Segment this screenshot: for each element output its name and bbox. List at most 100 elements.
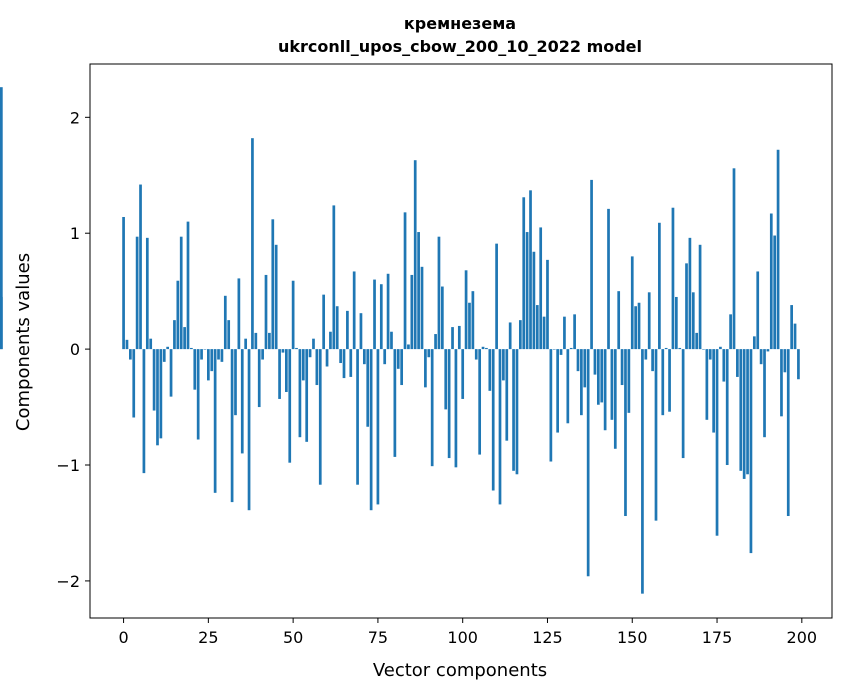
bar xyxy=(742,349,746,479)
bar xyxy=(230,349,234,503)
bar xyxy=(590,179,593,350)
bar xyxy=(413,160,417,350)
bar xyxy=(145,237,149,350)
bar xyxy=(376,349,380,505)
x-tick-label: 125 xyxy=(532,628,563,647)
bar xyxy=(658,222,661,350)
bar xyxy=(227,320,231,350)
bar xyxy=(349,349,353,377)
bar xyxy=(485,347,488,350)
bar xyxy=(569,347,573,350)
bar xyxy=(769,213,773,350)
chart-subtitle: ukrconll_upos_cbow_200_10_2022 model xyxy=(278,37,642,56)
bar xyxy=(685,263,688,350)
bar xyxy=(396,349,400,369)
x-axis-label: Vector components xyxy=(373,660,547,681)
bar xyxy=(641,349,644,594)
bar xyxy=(122,216,125,350)
bar xyxy=(318,349,322,485)
bar xyxy=(603,349,607,431)
bar xyxy=(203,349,207,350)
bar xyxy=(390,331,393,350)
bar xyxy=(563,316,566,350)
bar xyxy=(135,236,139,350)
bar xyxy=(162,349,166,362)
bar xyxy=(424,349,427,388)
bar xyxy=(176,280,180,350)
bar xyxy=(488,349,492,391)
plot-frame xyxy=(89,63,833,619)
bar xyxy=(634,306,637,350)
bar xyxy=(237,278,241,350)
bar xyxy=(627,349,631,413)
bar xyxy=(183,327,186,350)
bar xyxy=(285,349,288,392)
bar xyxy=(298,349,302,438)
bar xyxy=(186,221,190,350)
bar xyxy=(362,349,366,365)
bar xyxy=(393,349,397,457)
bar xyxy=(539,227,543,350)
bar xyxy=(644,349,648,360)
bar xyxy=(207,349,210,381)
bar xyxy=(339,349,342,364)
bar xyxy=(630,256,634,350)
bar xyxy=(373,279,376,350)
bar xyxy=(654,349,658,521)
bar xyxy=(440,286,444,350)
bar xyxy=(444,349,448,410)
bar xyxy=(244,338,248,350)
bar xyxy=(766,349,770,352)
bar xyxy=(637,302,641,350)
bar xyxy=(702,349,705,350)
bar xyxy=(352,271,356,350)
bar xyxy=(417,232,420,350)
bar xyxy=(257,349,261,408)
bar xyxy=(366,349,370,427)
bar xyxy=(129,349,132,360)
bar xyxy=(132,349,136,418)
bar xyxy=(264,274,268,350)
bar xyxy=(173,320,176,350)
bar xyxy=(647,292,651,350)
bar xyxy=(278,349,281,399)
bar xyxy=(332,205,336,350)
bar xyxy=(407,344,410,350)
bar xyxy=(518,320,522,350)
bar xyxy=(156,349,159,446)
bar xyxy=(559,349,563,355)
bar xyxy=(532,251,536,350)
bar xyxy=(200,349,203,360)
bar xyxy=(783,349,787,373)
bar xyxy=(607,208,610,350)
bar xyxy=(583,349,587,388)
bar xyxy=(508,322,512,350)
bar xyxy=(790,305,793,350)
bar xyxy=(254,332,258,350)
bar xyxy=(566,349,570,424)
bar xyxy=(217,349,220,360)
bar xyxy=(471,291,475,350)
bar xyxy=(335,306,339,350)
bar xyxy=(271,219,275,350)
bar xyxy=(247,349,251,511)
bar xyxy=(776,149,780,350)
bar xyxy=(698,244,702,350)
bar xyxy=(617,291,621,350)
bar xyxy=(613,349,617,449)
bar xyxy=(305,349,309,442)
bar xyxy=(752,336,756,350)
bar xyxy=(437,236,441,350)
x-tick-label: 200 xyxy=(787,628,818,647)
bar xyxy=(125,339,129,350)
bar xyxy=(664,347,668,350)
bar xyxy=(749,349,753,554)
y-tick-label: 0 xyxy=(70,340,80,359)
bar xyxy=(671,207,675,350)
bar xyxy=(169,349,173,397)
bar xyxy=(515,349,519,475)
bar xyxy=(274,244,278,350)
bar xyxy=(505,349,509,441)
bar xyxy=(288,349,292,463)
bar xyxy=(549,349,553,462)
